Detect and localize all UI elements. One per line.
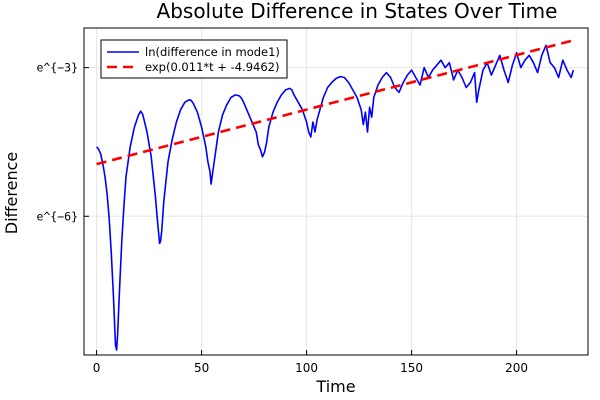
legend-label-1: ln(difference in mode1) (145, 45, 280, 59)
legend-box (100, 39, 288, 79)
y-axis-label: Difference (2, 152, 21, 234)
axis-ticks: 0 50 100 150 200 e^{−3} e^{−6} (36, 28, 588, 375)
x-tick-label: 100 (295, 361, 318, 375)
legend: ln(difference in mode1)exp(0.011*t + -4.… (100, 39, 288, 79)
x-axis-label: Time (315, 377, 355, 396)
x-tick-label: 150 (400, 361, 423, 375)
y-tick-label: e^{−3} (36, 61, 78, 75)
y-tick-label: e^{−6} (36, 209, 78, 223)
legend-label-2: exp(0.011*t + -4.9462) (145, 60, 279, 74)
series-line-1 (95, 44, 575, 351)
series-lines (95, 39, 575, 351)
chart-title: Absolute Difference in States Over Time (157, 0, 558, 23)
x-tick-label: 0 (93, 361, 101, 375)
series-line-2 (96, 39, 572, 166)
x-tick-label: 200 (505, 361, 528, 375)
x-tick-label: 50 (194, 361, 209, 375)
